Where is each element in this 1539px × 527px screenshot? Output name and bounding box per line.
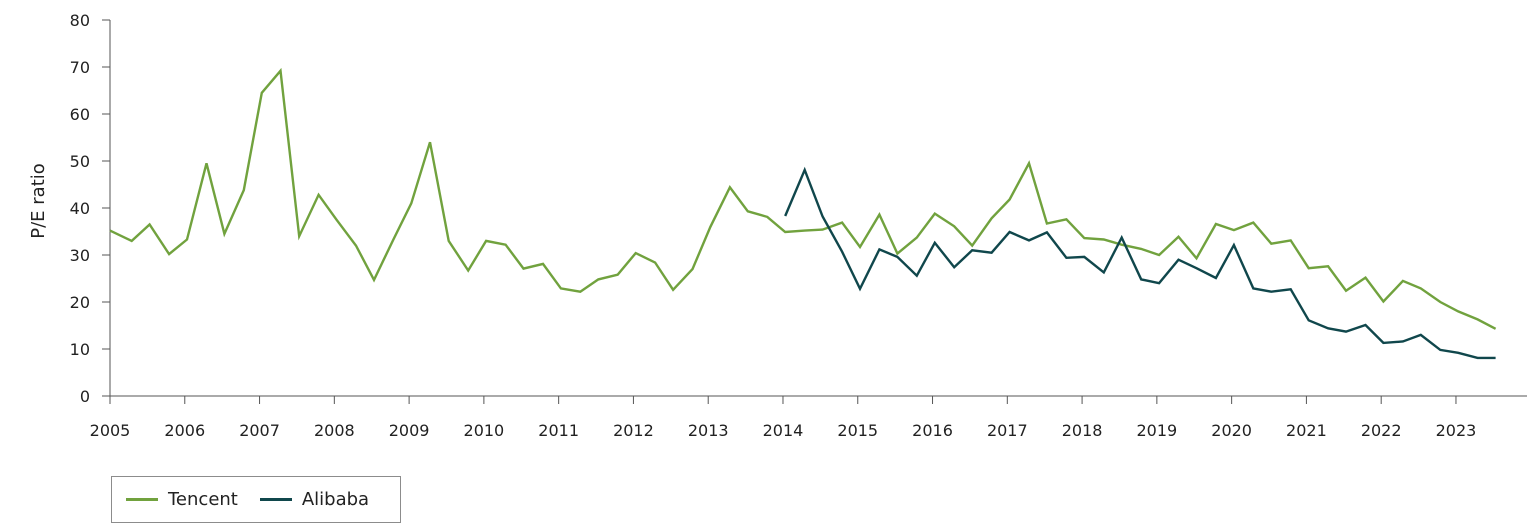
legend-item-alibaba: Alibaba (259, 489, 370, 510)
y-tick-label: 20 (70, 293, 90, 312)
y-axis: 0 10 20 30 40 50 60 70 80 (70, 11, 111, 406)
y-tick-label: 80 (70, 11, 90, 30)
legend-label-alibaba: Alibaba (301, 489, 370, 510)
y-tick-label: 10 (70, 340, 90, 359)
legend-swatch-tencent (126, 498, 158, 501)
x-tick-label: 2013 (688, 421, 729, 440)
x-tick-label: 2020 (1211, 421, 1252, 440)
y-axis-title: P/E ratio (28, 163, 49, 239)
x-axis: 2005 2006 2007 2008 2009 2010 2011 2012 2013 2014… (90, 395, 1527, 440)
x-tick-label: 2017 (987, 421, 1028, 440)
y-tick-label: 70 (70, 58, 90, 77)
x-tick-label: 2023 (1436, 421, 1477, 440)
x-tick-label: 2009 (389, 421, 430, 440)
x-tick-label: 2007 (239, 421, 280, 440)
y-tick-label: 40 (70, 199, 90, 218)
x-tick-label: 2006 (164, 421, 205, 440)
x-tick-label: 2011 (538, 421, 579, 440)
series-layer (109, 67, 1497, 360)
y-tick-label: 0 (80, 387, 90, 406)
x-tick-label: 2019 (1137, 421, 1178, 440)
x-tick-label: 2005 (90, 421, 131, 440)
x-tick-label: 2022 (1361, 421, 1402, 440)
y-tick-label: 60 (70, 105, 90, 124)
legend-swatch-alibaba (259, 498, 292, 501)
x-tick-label: 2008 (314, 421, 355, 440)
y-tick-label: 30 (70, 246, 90, 265)
x-tick-label: 2018 (1062, 421, 1103, 440)
x-tick-label: 2014 (763, 421, 804, 440)
x-tick-label: 2021 (1286, 421, 1327, 440)
x-tick-label: 2016 (912, 421, 953, 440)
x-tick-label: 2010 (464, 421, 505, 440)
legend: Tencent Alibaba (111, 476, 401, 523)
y-tick-label: 50 (70, 152, 90, 171)
series-line-tencent (109, 67, 1497, 330)
legend-label-tencent: Tencent (168, 489, 238, 510)
x-tick-label: 2012 (613, 421, 654, 440)
x-tick-label: 2015 (837, 421, 878, 440)
legend-item-tencent: Tencent (126, 489, 238, 510)
series-line-alibaba (784, 166, 1496, 360)
